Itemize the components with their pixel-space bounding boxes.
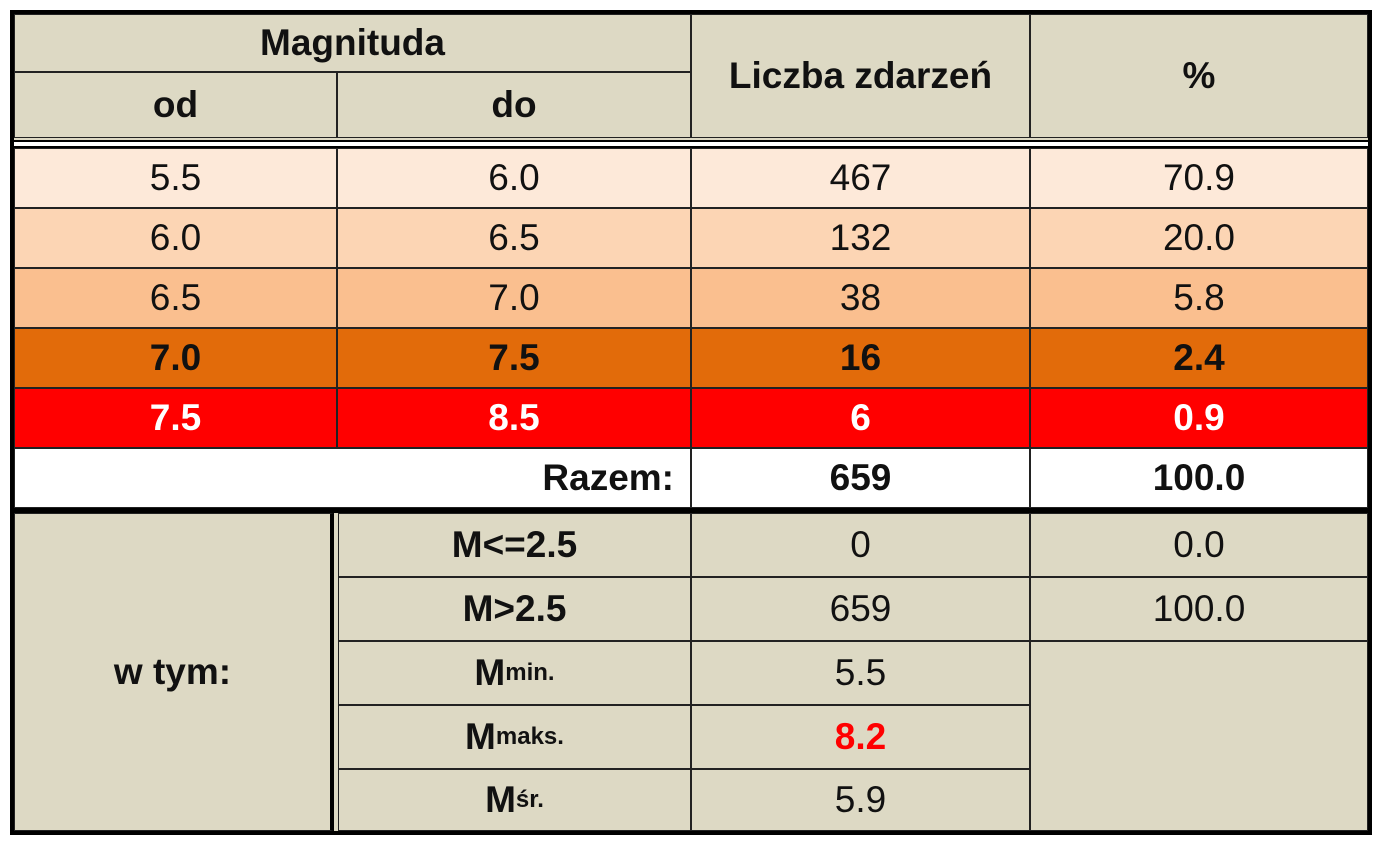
table-cell: 38 [691, 268, 1030, 328]
table-cell: 467 [691, 148, 1030, 208]
symbol: M [465, 716, 496, 757]
header-cell: do [337, 72, 691, 138]
table-cell: 7.5 [337, 328, 691, 388]
table-cell: 2.4 [1030, 328, 1368, 388]
table-cell: 8.2 [691, 705, 1030, 769]
subscript: min. [505, 659, 555, 686]
table-cell: 132 [691, 208, 1030, 268]
symbol: M [485, 779, 516, 820]
header-cell: Magnituda [14, 14, 691, 72]
table-cell: 6.0 [14, 208, 337, 268]
table-cell: 7.0 [337, 268, 691, 328]
table-cell: 6.5 [14, 268, 337, 328]
table-cell: 659 [691, 577, 1030, 641]
header-cell: od [14, 72, 337, 138]
table: Magnituda od do Liczba zdarzeń % 5.5 6.0 4… [10, 10, 1372, 835]
table-cell [1030, 641, 1368, 831]
table-cell: 5.8 [1030, 268, 1368, 328]
table-cell: 5.9 [691, 769, 1030, 831]
table-cell: 7.5 [14, 388, 337, 448]
symbol: M [474, 652, 506, 693]
thick-rule [14, 508, 1368, 513]
header-cell: Liczba zdarzeń [691, 14, 1030, 138]
table-cell: 70.9 [1030, 148, 1368, 208]
table-cell: 7.0 [14, 328, 337, 388]
table-cell: 659 [691, 448, 1030, 508]
table-cell: 0.9 [1030, 388, 1368, 448]
table-cell: 5.5 [14, 148, 337, 208]
table-cell: 8.5 [337, 388, 691, 448]
table-cell: 100.0 [1030, 448, 1368, 508]
table-cell: 20.0 [1030, 208, 1368, 268]
header-cell: % [1030, 14, 1368, 138]
table-cell: 6 [691, 388, 1030, 448]
subscript: maks. [495, 723, 564, 750]
table-cell: 6.0 [337, 148, 691, 208]
table-cell: M<=2.5 [338, 513, 691, 577]
table-cell: 0.0 [1030, 513, 1368, 577]
table-cell: 100.0 [1030, 577, 1368, 641]
subscript: śr. [515, 786, 544, 813]
table-cell: 6.5 [337, 208, 691, 268]
table-cell: M>2.5 [338, 577, 691, 641]
table-cell: Razem: [14, 448, 691, 508]
table-cell: 0 [691, 513, 1030, 577]
double-rule [14, 140, 1368, 148]
table-cell: 16 [691, 328, 1030, 388]
table-cell: 5.5 [691, 641, 1030, 705]
table-cell: w tym: [14, 513, 334, 831]
